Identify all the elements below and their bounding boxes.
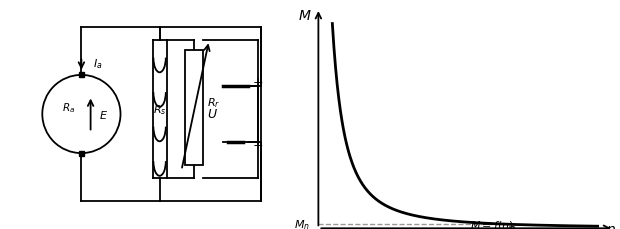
Text: $M = f(n)$: $M = f(n)$ xyxy=(469,218,513,229)
Text: $R_s$: $R_s$ xyxy=(153,103,167,117)
Text: $U$: $U$ xyxy=(207,108,218,121)
Text: $+$: $+$ xyxy=(252,76,263,89)
Text: $I_a$: $I_a$ xyxy=(93,57,102,71)
Text: $R_a$: $R_a$ xyxy=(62,101,76,114)
Text: $n$: $n$ xyxy=(606,222,616,229)
Text: $M_n$: $M_n$ xyxy=(294,218,309,229)
Text: $E$: $E$ xyxy=(99,109,108,120)
Bar xyxy=(79,73,84,78)
Bar xyxy=(185,50,203,165)
Bar xyxy=(79,151,84,156)
Text: $M$: $M$ xyxy=(298,9,311,23)
Text: $n_n$: $n_n$ xyxy=(507,223,521,229)
Text: $R_r$: $R_r$ xyxy=(207,96,220,110)
Text: $\div$: $\div$ xyxy=(252,138,263,151)
